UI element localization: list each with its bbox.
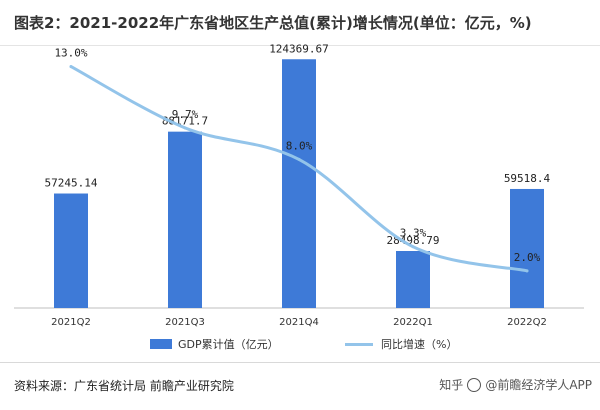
legend-label-growth: 同比增速（%） bbox=[381, 338, 458, 351]
chart-title: 图表2：2021-2022年广东省地区生产总值(累计)增长情况(单位：亿元，%) bbox=[14, 14, 532, 32]
chart-canvas: 57245.1488171.7124369.6728498.7959518.4 … bbox=[14, 42, 584, 328]
source-note: 资料来源：广东省统计局 前瞻产业研究院 bbox=[14, 379, 234, 393]
credit: 知乎 @前瞻经济学人APP bbox=[439, 376, 592, 393]
x-tick-4: 2022Q2 bbox=[507, 317, 547, 328]
bar-label-3: 28498.79 bbox=[387, 234, 440, 247]
growth-label-3: 3.3% bbox=[400, 227, 427, 240]
logo-icon bbox=[467, 377, 482, 392]
credit-account: @前瞻经济学人APP bbox=[485, 378, 592, 392]
growth-label-4: 2.0% bbox=[514, 251, 541, 264]
growth-point-4 bbox=[525, 269, 529, 273]
growth-label-1: 9.7% bbox=[172, 108, 199, 121]
growth-point-0 bbox=[69, 65, 73, 69]
legend-label-gdp: GDP累计值（亿元） bbox=[178, 338, 279, 351]
x-tick-2: 2021Q4 bbox=[279, 317, 319, 328]
bar-2 bbox=[282, 59, 316, 309]
x-tick-1: 2021Q3 bbox=[165, 317, 205, 328]
legend-item-growth: 同比增速（%） bbox=[345, 336, 457, 352]
bar-3 bbox=[396, 251, 430, 308]
title-divider bbox=[0, 45, 600, 46]
bar-1 bbox=[168, 131, 202, 308]
bar-0 bbox=[54, 193, 88, 308]
growth-label-2: 8.0% bbox=[286, 139, 313, 152]
legend-swatch-gdp bbox=[150, 339, 172, 349]
footer-divider bbox=[0, 362, 600, 363]
bar-4 bbox=[510, 188, 544, 308]
growth-label-0: 13.0% bbox=[54, 47, 87, 60]
bar-label-0: 57245.14 bbox=[45, 177, 98, 190]
legend-swatch-growth bbox=[345, 342, 373, 346]
growth-point-2 bbox=[297, 157, 301, 161]
x-tick-0: 2021Q2 bbox=[51, 317, 91, 328]
bar-label-4: 59518.4 bbox=[504, 172, 551, 185]
legend: GDP累计值（亿元） 同比增速（%） bbox=[0, 336, 600, 354]
growth-point-1 bbox=[183, 126, 187, 130]
legend-item-gdp: GDP累计值（亿元） bbox=[150, 336, 279, 352]
bar-label-2: 124369.67 bbox=[269, 42, 329, 55]
x-tick-3: 2022Q1 bbox=[393, 317, 433, 328]
credit-platform: 知乎 bbox=[439, 378, 464, 392]
growth-point-3 bbox=[411, 245, 415, 249]
